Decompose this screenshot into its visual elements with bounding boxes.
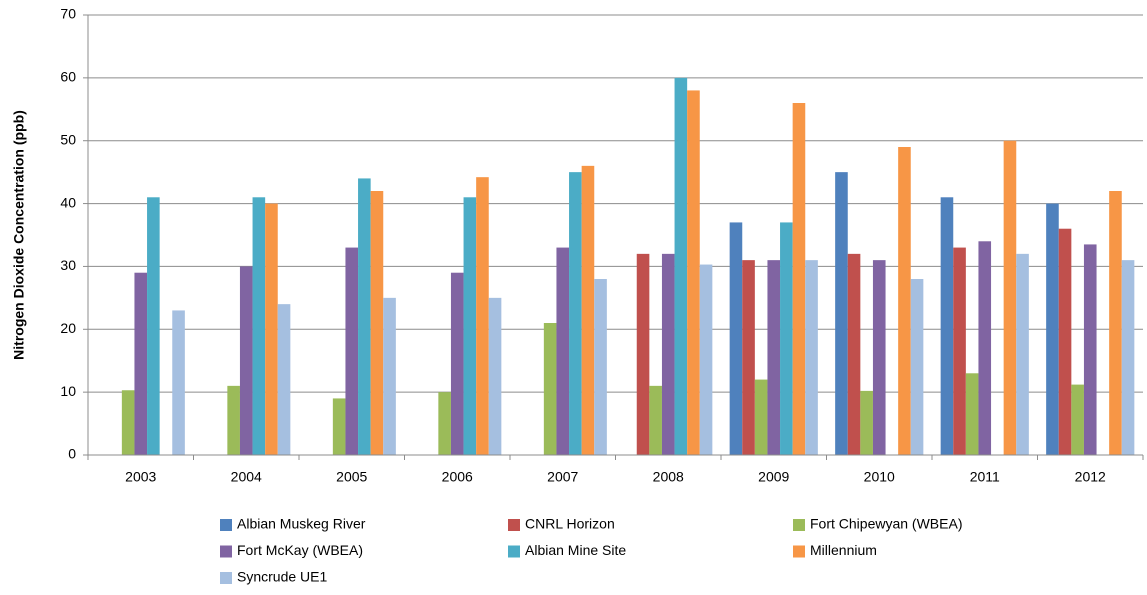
y-tick-label: 70 xyxy=(60,6,76,22)
bar xyxy=(1121,260,1135,455)
legend-label: Albian Mine Site xyxy=(525,542,626,558)
legend-label: Syncrude UE1 xyxy=(237,569,327,585)
bar xyxy=(835,172,848,455)
bar xyxy=(1071,384,1084,455)
legend-label: Millennium xyxy=(810,542,877,558)
legend-label: CNRL Horizon xyxy=(525,516,615,532)
bar xyxy=(754,379,768,455)
bar xyxy=(978,241,992,455)
bar xyxy=(121,390,135,455)
bar xyxy=(729,222,743,455)
legend-swatch xyxy=(793,519,805,531)
x-tick-label: 2007 xyxy=(547,469,578,485)
legend-swatch xyxy=(508,519,520,531)
legend-swatch xyxy=(508,545,520,558)
x-tick-label: 2005 xyxy=(336,469,367,485)
bar xyxy=(699,264,713,455)
bar xyxy=(370,191,384,455)
x-tick-label: 2009 xyxy=(758,469,789,485)
bar xyxy=(556,247,570,455)
bar xyxy=(1046,203,1059,455)
bar xyxy=(383,297,396,455)
bar xyxy=(910,279,924,455)
bar xyxy=(742,260,755,455)
x-tick-label: 2003 xyxy=(125,469,156,485)
bar xyxy=(940,197,954,456)
bar xyxy=(581,165,595,455)
bar xyxy=(594,279,607,455)
legend-swatch xyxy=(220,519,232,531)
bar xyxy=(636,253,650,455)
bar xyxy=(1109,191,1122,455)
x-tick-label: 2008 xyxy=(653,469,684,485)
bar xyxy=(792,103,806,455)
legend-label: Albian Muskeg River xyxy=(237,516,366,532)
y-tick-label: 40 xyxy=(60,194,76,210)
y-tick-label: 50 xyxy=(60,131,76,147)
bar xyxy=(265,203,278,455)
x-tick-label: 2004 xyxy=(231,469,262,485)
y-tick-label: 10 xyxy=(60,383,76,399)
bar xyxy=(860,390,873,455)
bar xyxy=(543,323,557,455)
bar xyxy=(358,178,371,455)
bar xyxy=(780,222,793,455)
legend-label: Fort Chipewyan (WBEA) xyxy=(810,516,962,532)
bar xyxy=(345,247,359,455)
bar xyxy=(277,304,291,455)
legend-swatch xyxy=(220,545,232,558)
bar xyxy=(569,172,582,455)
bar xyxy=(805,260,818,455)
bar xyxy=(239,266,253,455)
bar xyxy=(147,197,160,456)
y-axis-title: Nitrogen Dioxide Concentration (ppb) xyxy=(11,110,27,360)
bar xyxy=(1016,253,1029,455)
bar xyxy=(674,77,688,455)
x-tick-label: 2011 xyxy=(970,469,1000,485)
bar xyxy=(1083,244,1097,455)
bar xyxy=(450,272,464,455)
bar xyxy=(965,373,979,455)
x-tick-label: 2010 xyxy=(864,469,895,485)
legend-swatch xyxy=(220,572,232,584)
bar xyxy=(134,272,148,455)
bar xyxy=(438,392,451,455)
bar xyxy=(488,297,502,455)
legend-label: Fort McKay (WBEA) xyxy=(237,542,363,558)
bar xyxy=(332,398,346,455)
bar xyxy=(872,260,886,455)
y-tick-label: 30 xyxy=(60,257,76,273)
bar xyxy=(1003,140,1017,455)
x-tick-label: 2006 xyxy=(442,469,473,485)
bar xyxy=(649,385,662,455)
bar xyxy=(252,197,266,456)
bar xyxy=(847,253,861,455)
bar xyxy=(1058,228,1072,455)
bar xyxy=(687,90,700,455)
x-tick-label: 2012 xyxy=(1075,469,1106,485)
bar xyxy=(953,247,966,455)
bar xyxy=(767,260,781,455)
y-tick-label: 20 xyxy=(60,320,76,336)
bar xyxy=(661,253,675,455)
bar xyxy=(476,177,489,455)
y-tick-label: 0 xyxy=(68,446,76,462)
legend-swatch xyxy=(793,545,805,558)
y-tick-label: 60 xyxy=(60,69,76,85)
bar xyxy=(172,310,185,455)
bar xyxy=(898,147,911,455)
bar xyxy=(227,385,240,455)
bar xyxy=(463,197,477,456)
